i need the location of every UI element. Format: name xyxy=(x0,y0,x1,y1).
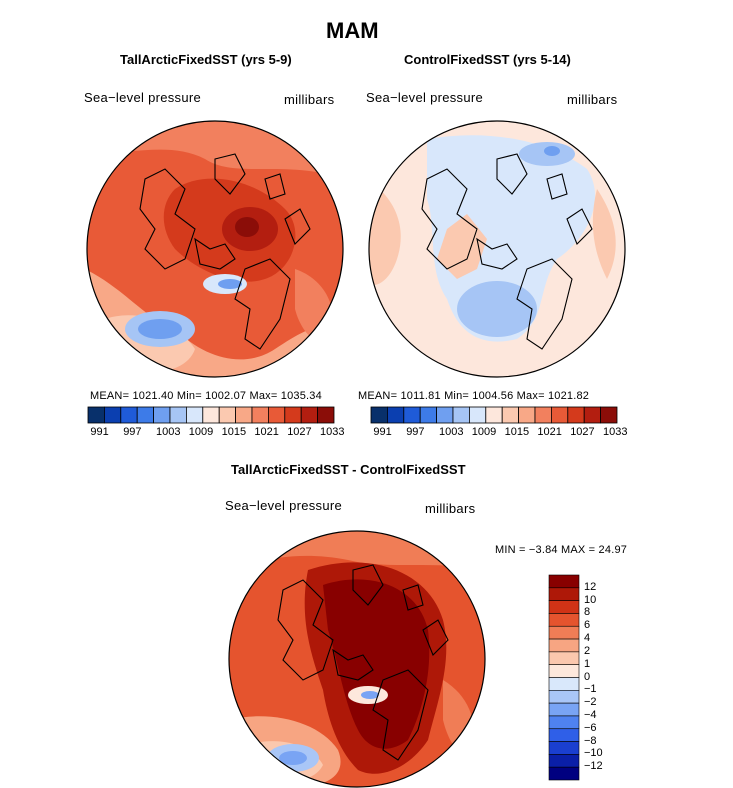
diff-colorbar-tick-label: −1 xyxy=(584,683,597,696)
diff-colorbar-swatch-14 xyxy=(548,754,580,768)
left-panel-stats: MEAN= 1021.40 Min= 1002.07 Max= 1035.34 xyxy=(90,390,322,402)
right-colorbar-swatch-5 xyxy=(452,406,470,424)
diff-colorbar-tick-label: 4 xyxy=(584,632,591,645)
diff-colorbar-tick-label: −10 xyxy=(584,747,603,760)
diff-panel-variable: Sea−level pressure xyxy=(225,498,343,513)
diff-panel-heading: TallArcticFixedSST - ControlFixedSST xyxy=(231,462,466,477)
right-colorbar-swatch-10 xyxy=(534,406,552,424)
diff-colorbar-swatch-3 xyxy=(548,613,580,627)
diff-colorbar-tick-label: 1 xyxy=(584,657,591,670)
diff-colorbar-swatch-12 xyxy=(548,728,580,742)
left-colorbar-swatch-12 xyxy=(284,406,302,424)
left-colorbar-tick-label: 1003 xyxy=(156,426,181,438)
right-polar-map xyxy=(368,120,626,378)
right-colorbar-swatch-8 xyxy=(501,406,519,424)
right-colorbar-swatch-4 xyxy=(436,406,454,424)
left-colorbar-swatch-1 xyxy=(103,406,122,424)
diff-colorbar-swatch-11 xyxy=(548,715,580,730)
diff-colorbar-tick-label: 8 xyxy=(584,606,591,619)
right-panel-stats: MEAN= 1011.81 Min= 1004.56 Max= 1021.82 xyxy=(358,390,590,402)
diff-colorbar-swatch-7 xyxy=(548,664,580,678)
left-colorbar-tick-label: 1009 xyxy=(188,426,214,438)
left-colorbar-swatch-9 xyxy=(235,406,253,424)
right-colorbar-tick-label: 1027 xyxy=(570,426,595,438)
diff-colorbar-swatch-0 xyxy=(548,574,580,589)
right-colorbar-swatch-9 xyxy=(518,406,536,424)
right-panel-units: millibars xyxy=(567,92,618,107)
diff-colorbar-swatch-13 xyxy=(548,741,580,755)
left-colorbar-tick-label: 991 xyxy=(90,426,109,438)
diff-panel-units: millibars xyxy=(425,501,476,516)
diff-colorbar-swatch-5 xyxy=(548,638,580,653)
right-colorbar-tick-label: 1033 xyxy=(603,426,628,438)
right-colorbar-swatch-6 xyxy=(469,406,487,424)
left-colorbar-swatch-6 xyxy=(186,406,204,424)
diff-colorbar-swatch-1 xyxy=(548,587,580,601)
left-colorbar-swatch-3 xyxy=(136,406,155,424)
left-colorbar-ticks: 991 997 1003 1009 1015 1021 1027 1033 xyxy=(88,426,344,440)
left-colorbar-swatch-7 xyxy=(202,406,220,424)
right-colorbar-swatch-3 xyxy=(419,406,438,424)
left-colorbar-swatch-14 xyxy=(317,406,335,424)
left-colorbar-swatch-5 xyxy=(169,406,187,424)
right-panel-variable: Sea−level pressure xyxy=(366,90,484,105)
diff-colorbar-swatch-2 xyxy=(548,600,580,614)
diff-colorbar-tick-label: −8 xyxy=(584,734,597,747)
diff-colorbar-swatch-6 xyxy=(548,651,580,665)
right-colorbar-swatch-1 xyxy=(386,406,405,424)
right-colorbar-tick-label: 1003 xyxy=(439,426,464,438)
left-colorbar-tick-label: 1021 xyxy=(254,426,279,438)
left-colorbar-swatch-11 xyxy=(267,406,286,424)
right-colorbar-tick-label: 1009 xyxy=(471,426,497,438)
diff-colorbar-swatch-9 xyxy=(548,690,580,704)
left-colorbar-swatch-13 xyxy=(300,406,318,424)
diff-colorbar-tick-label: 10 xyxy=(584,593,597,606)
diff-colorbar-ticks: 12 10 8 6 4 2 1 0 −1 −2 −4 −6 −8 −10 −12 xyxy=(584,575,644,780)
right-colorbar-swatch-2 xyxy=(403,406,421,424)
right-colorbar-tick-label: 997 xyxy=(406,426,425,438)
diff-colorbar-tick-label: 12 xyxy=(584,580,597,593)
left-panel-heading: TallArcticFixedSST (yrs 5-9) xyxy=(120,52,292,67)
left-colorbar-tick-label: 1027 xyxy=(287,426,312,438)
right-colorbar-swatch-13 xyxy=(583,406,601,424)
left-colorbar-tick-label: 1015 xyxy=(221,426,247,438)
diff-colorbar-swatch-8 xyxy=(548,677,580,691)
left-colorbar-swatch-2 xyxy=(120,406,138,424)
diff-panel-stats: MIN = −3.84 MAX = 24.97 xyxy=(495,544,628,556)
left-colorbar-tick-label: 997 xyxy=(123,426,142,438)
right-colorbar-tick-label: 991 xyxy=(373,426,392,438)
left-colorbar-tick-label: 1033 xyxy=(320,426,345,438)
left-colorbar-swatch-0 xyxy=(87,406,105,424)
diff-colorbar-tick-label: 2 xyxy=(584,644,591,657)
left-colorbar-swatch-8 xyxy=(218,406,236,424)
right-colorbar-swatch-11 xyxy=(550,406,569,424)
diff-colorbar-tick-label: −12 xyxy=(584,760,603,773)
diff-colorbar-tick-label: −4 xyxy=(584,708,597,721)
figure-title: MAM xyxy=(326,18,379,43)
right-colorbar-ticks: 991 997 1003 1009 1015 1021 1027 1033 xyxy=(371,426,627,440)
diff-colorbar-swatch-15 xyxy=(548,766,580,781)
diff-colorbar-swatch-10 xyxy=(548,702,580,717)
right-colorbar-swatch-14 xyxy=(600,406,618,424)
left-colorbar xyxy=(87,406,335,424)
diff-colorbar-tick-label: −6 xyxy=(584,721,597,734)
left-panel-variable: Sea−level pressure xyxy=(84,90,202,105)
diff-colorbar-tick-label: −2 xyxy=(584,696,597,709)
left-panel-units: millibars xyxy=(284,92,335,107)
right-panel-heading: ControlFixedSST (yrs 5-14) xyxy=(404,52,571,67)
diff-colorbar-tick-label: 0 xyxy=(584,670,591,683)
left-colorbar-swatch-10 xyxy=(251,406,269,424)
diff-colorbar-swatch-4 xyxy=(548,625,580,640)
right-colorbar-swatch-12 xyxy=(567,406,585,424)
right-colorbar-swatch-0 xyxy=(370,406,388,424)
right-colorbar-tick-label: 1015 xyxy=(504,426,530,438)
left-polar-map xyxy=(86,120,344,378)
diff-colorbar-tick-label: 6 xyxy=(584,619,591,632)
left-colorbar-swatch-4 xyxy=(153,406,171,424)
right-colorbar-swatch-7 xyxy=(485,406,503,424)
diff-polar-map xyxy=(228,530,486,788)
right-colorbar xyxy=(370,406,618,424)
right-colorbar-tick-label: 1021 xyxy=(537,426,562,438)
diff-colorbar xyxy=(548,574,580,781)
